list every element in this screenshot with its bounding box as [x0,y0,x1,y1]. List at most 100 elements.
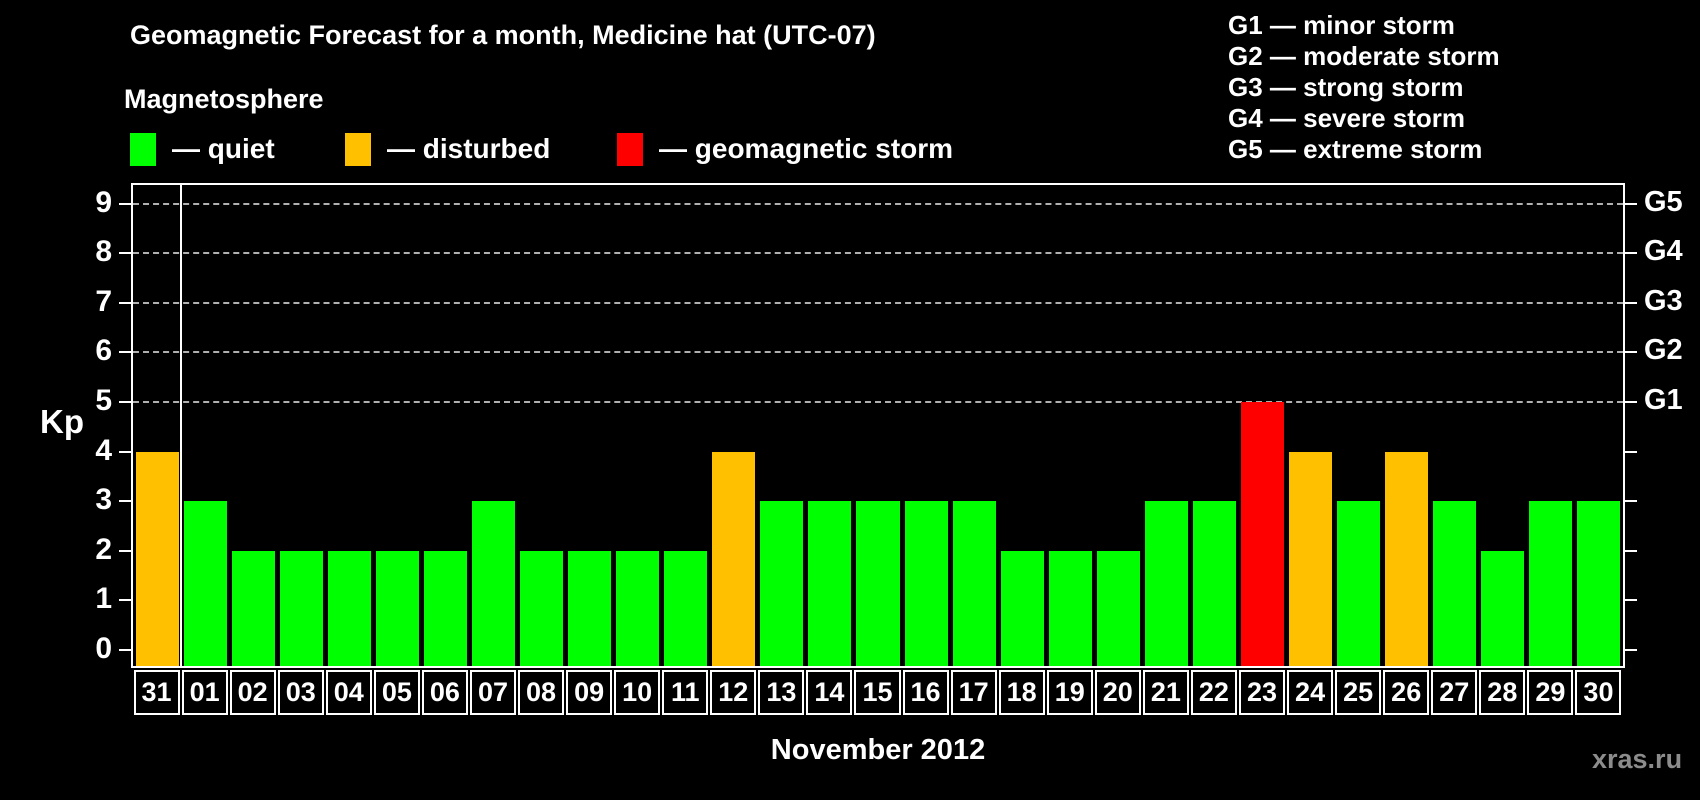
date-cell-08: 08 [518,670,565,715]
y-tick-label-3: 3 [95,483,112,517]
y-tick-right-9 [1625,202,1637,205]
y-tick-left-9 [119,202,131,205]
kp-gridline-5 [133,401,1623,403]
kp-bar-day-19 [1048,550,1092,666]
legend-item-storm: — geomagnetic storm [617,131,953,167]
kp-bar-day-28 [1481,550,1525,666]
y-tick-left-3 [119,500,131,503]
storm-color-swatch [617,132,643,166]
plot-inner [133,185,1623,666]
disturbed-color-swatch [345,132,371,166]
date-cell-05: 05 [373,670,420,715]
kp-bar-day-05 [375,550,419,666]
kp-bar-day-03 [279,550,323,666]
kp-bar-day-14 [808,501,852,666]
kp-bar-day-24 [1289,451,1333,666]
y-tick-right-6 [1625,351,1637,354]
storm-scale-g1: G1 — minor storm [1228,10,1455,40]
kp-bar-day-20 [1096,550,1140,666]
kp-bar-day-10 [616,550,660,666]
kp-bar-day-29 [1529,501,1573,666]
date-cell-26: 26 [1383,670,1430,715]
y-tick-label-8: 8 [95,235,112,269]
y-axis-title: Kp [40,403,84,440]
y-tick-right-7 [1625,301,1637,304]
storm-scale-g2: G2 — moderate storm [1228,41,1500,71]
y-tick-right-4 [1625,450,1637,453]
y-tick-left-5 [119,401,131,403]
y-tick-left-6 [119,351,131,354]
y-tick-left-2 [119,549,131,552]
g-scale-label-g1: G1 [1644,384,1683,416]
date-cell-14: 14 [806,670,853,715]
date-cell-21: 21 [1142,670,1189,715]
date-cell-31: 31 [133,670,180,715]
kp-bar-day-18 [1000,550,1044,666]
kp-bar-day-31 [135,451,179,666]
quiet-color-swatch [130,132,156,166]
y-tick-left-0 [119,649,131,651]
kp-bar-day-21 [1144,501,1188,666]
date-cell-02: 02 [229,670,276,715]
date-cell-27: 27 [1431,670,1478,715]
date-cell-24: 24 [1287,670,1334,715]
kp-gridline-9 [133,202,1623,205]
kp-bar-day-16 [904,501,948,666]
y-tick-label-5: 5 [95,384,112,417]
date-cell-13: 13 [758,670,805,715]
date-cell-12: 12 [710,670,757,715]
kp-bar-day-09 [568,550,612,666]
date-cell-19: 19 [1046,670,1093,715]
kp-bar-day-04 [327,550,371,666]
date-cell-22: 22 [1190,670,1237,715]
date-cell-01: 01 [181,670,228,715]
kp-bar-day-17 [952,501,996,666]
y-tick-left-4 [119,450,131,453]
g-scale-label-g3: G3 [1644,284,1683,317]
date-cell-09: 09 [566,670,613,715]
date-cell-15: 15 [854,670,901,715]
storm-scale-legend: G1 — minor storm G2 — moderate storm G3 … [1228,10,1500,165]
date-cell-28: 28 [1479,670,1526,715]
date-cell-03: 03 [277,670,324,715]
magnetosphere-label: Magnetosphere [124,84,324,114]
kp-bar-day-22 [1192,501,1236,666]
y-tick-right-0 [1625,649,1637,651]
kp-gridline-6 [133,351,1623,354]
storm-scale-g5: G5 — extreme storm [1228,134,1483,164]
y-tick-right-1 [1625,599,1637,602]
g-scale-label-g2: G2 [1644,334,1683,367]
plot-area [131,183,1625,668]
kp-gridline-7 [133,301,1623,304]
storm-scale-g4: G4 — severe storm [1228,103,1466,133]
legend-label-storm: — geomagnetic storm [659,133,954,164]
y-tick-right-3 [1625,500,1637,503]
y-tick-label-1: 1 [95,582,112,616]
kp-bar-day-26 [1385,451,1429,666]
page-title: Geomagnetic Forecast for a month, Medici… [130,20,876,50]
x-axis-title: November 2012 [770,734,986,766]
kp-bar-day-27 [1433,501,1477,666]
kp-bar-day-30 [1577,501,1621,666]
legend-label-quiet: — quiet [172,133,275,164]
y-tick-label-9: 9 [95,185,112,219]
legend-label-disturbed: — disturbed [387,133,551,164]
y-tick-left-1 [119,599,131,602]
date-cell-07: 07 [469,670,516,715]
date-cell-17: 17 [950,670,997,715]
g-scale-label-g5: G5 [1644,185,1683,218]
kp-bar-day-25 [1337,501,1381,666]
date-cell-06: 06 [421,670,468,715]
date-cell-30: 30 [1575,670,1622,715]
kp-bar-day-08 [520,550,564,666]
y-tick-right-2 [1625,549,1637,552]
date-cell-20: 20 [1094,670,1141,715]
y-tick-left-7 [119,301,131,304]
month-separator-line [180,185,183,666]
date-cell-29: 29 [1527,670,1574,715]
kp-bar-day-12 [712,451,756,666]
kp-bar-day-23 [1240,402,1285,666]
y-tick-label-2: 2 [95,532,112,566]
y-tick-right-5 [1625,401,1637,403]
